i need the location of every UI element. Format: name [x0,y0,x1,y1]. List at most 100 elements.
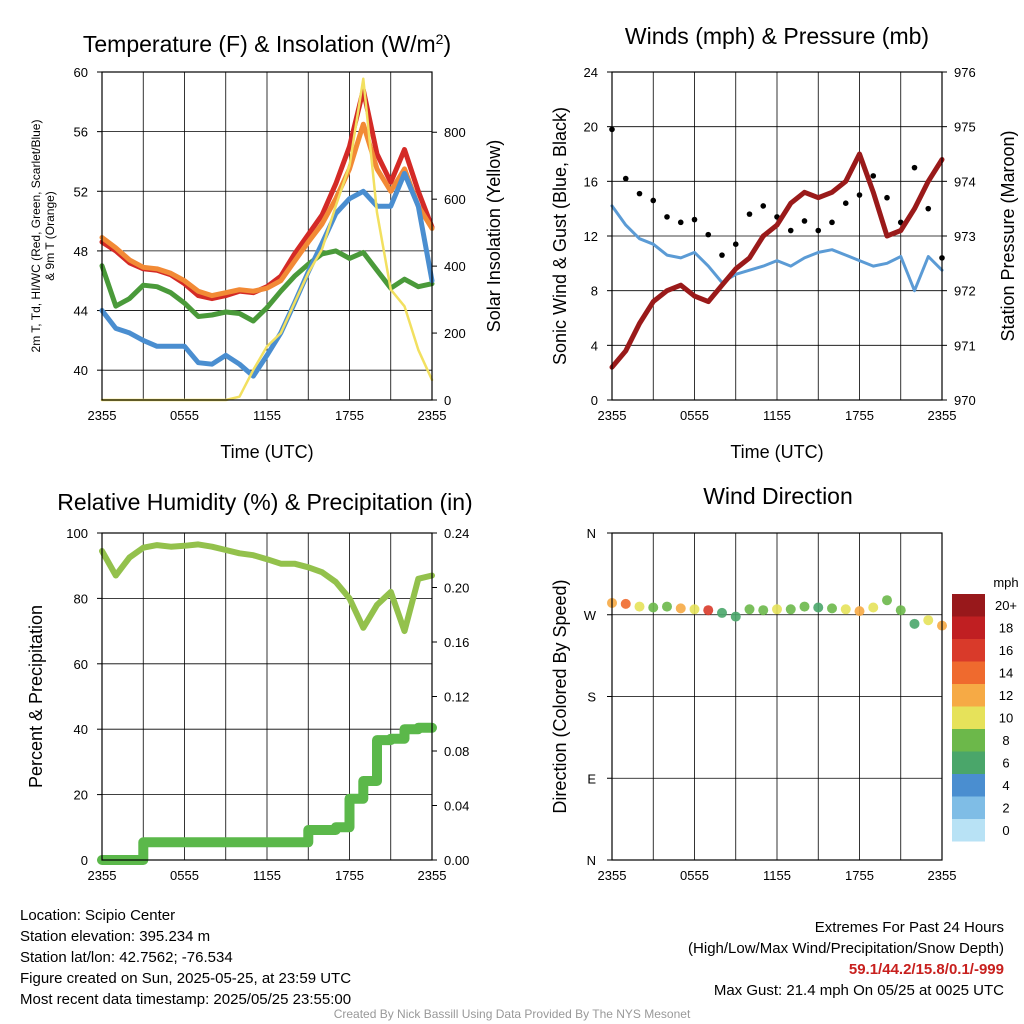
y-axis-label: Percent & Precipitation [26,605,46,788]
legend-label: 8 [1002,733,1009,748]
gust-point [691,216,698,223]
legend-label: 4 [1002,778,1009,793]
y-tick-label: 0 [81,853,88,868]
legend-label: 12 [999,688,1013,703]
y2-tick-label: 0.20 [444,581,469,596]
gust-point [815,227,822,234]
y2-tick-label: 973 [954,229,976,244]
legend-swatch [952,639,985,662]
legend-swatch [952,819,985,842]
x-tick-label: 0555 [680,408,709,423]
y-tick-label: 100 [66,526,88,541]
y2-tick-label: 0.24 [444,526,469,541]
legend-swatch [952,684,985,707]
y-tick-label: 40 [74,363,88,378]
y2-tick-label: 974 [954,174,976,189]
gust-point [719,252,725,258]
x-tick-label: 2355 [928,868,957,883]
location-text: Location: Scipio Center [20,907,176,924]
x-tick-label: 2355 [88,868,117,883]
precipitation-line [97,722,437,865]
direction-point [923,615,934,626]
extremes-values: 59.1/44.2/15.8/0.1/-999 [848,961,1004,978]
y2-tick-label: 0.00 [444,853,469,868]
y-tick-label: 60 [74,65,88,80]
y-tick-label: 0 [591,393,598,408]
gust-point [636,190,643,197]
gust-point [801,218,808,224]
direction-point [799,601,810,612]
y-tick-label: N [587,526,596,541]
y-axis-label: Direction (Colored By Speed) [550,579,570,813]
gust-point [705,231,712,238]
y-tick-label: 60 [74,657,88,672]
x-tick-label: 0555 [680,868,709,883]
y-axis-label-2: & 9m T (Orange) [43,191,57,281]
y2-tick-label: 972 [954,284,976,299]
legend-label: 20+ [995,598,1017,613]
x-tick-label: 0555 [170,408,199,423]
y-tick-label: 16 [584,174,598,189]
direction-point [634,601,645,612]
elevation-text: Station elevation: 395.234 m [20,928,211,945]
y2-tick-label: 0.12 [444,690,469,705]
wind-speed-line [610,204,944,293]
y-tick-label: 44 [74,304,88,319]
direction-point [703,605,714,616]
gust-point [842,200,849,206]
humidity-line [99,541,435,635]
legend-label: 14 [999,666,1013,681]
latlon-text: Station lat/lon: 42.7562; -76.534 [20,949,233,966]
legend-swatch [952,751,985,774]
direction-point [868,602,879,613]
recent-data-text: Most recent data timestamp: 2025/05/25 2… [20,991,352,1008]
y2-tick-label: 975 [954,120,976,135]
direction-point [758,605,769,616]
direction-point [648,602,659,613]
pressure-line [609,151,945,370]
y2-axis-label: Solar Insolation (Yellow) [484,140,504,332]
x-axis-label: Time (UTC) [220,442,313,462]
created-text: Figure created on Sun, 2025-05-25, at 23… [20,970,352,987]
x-tick-label: 2355 [418,868,447,883]
y-tick-label: 4 [591,338,598,353]
y-axis-label: 2m T, Td, HI/WC (Red, Green, Scarlet/Blu… [29,120,43,353]
y-tick-label: 80 [74,591,88,606]
gust-point [622,175,629,182]
legend-label: 16 [999,643,1013,658]
y2-tick-label: 0.08 [444,744,469,759]
legend-label: 10 [999,711,1013,726]
y-tick-label: 52 [74,184,88,199]
x-tick-label: 1155 [763,408,791,423]
y-tick-label: 40 [74,722,88,737]
y-tick-label: W [584,608,597,623]
y2-tick-label: 800 [444,125,466,140]
x-tick-label: 1755 [845,408,874,423]
direction-point [730,611,741,622]
legend-swatch [952,796,985,819]
direction-point [620,598,631,609]
direction-point [744,604,755,615]
gust-point [856,192,863,198]
x-tick-label: 1755 [335,868,364,883]
gust-point [911,164,918,171]
legend-swatch [952,594,985,617]
chart-title: Wind Direction [703,483,853,509]
legend-swatch [952,774,985,797]
max-gust-text: Max Gust: 21.4 mph On 05/25 at 0025 UTC [713,982,1004,999]
extremes-title: Extremes For Past 24 Hours [814,919,1004,936]
gust-point [732,241,739,247]
x-tick-label: 2355 [598,408,627,423]
chart-title: Temperature (F) & Insolation (W/m2) [83,31,451,57]
legend-swatch [952,661,985,684]
x-axis-label: Time (UTC) [730,442,823,462]
gust-point [677,219,684,226]
x-tick-label: 2355 [88,408,117,423]
y2-tick-label: 970 [954,393,976,408]
direction-point [813,602,824,613]
legend-title: mph [993,575,1018,590]
y2-tick-label: 971 [954,338,976,353]
extremes-info: Extremes For Past 24 Hours (High/Low/Max… [688,917,1004,1001]
gust-point [870,173,877,179]
legend-label: 6 [1002,756,1009,771]
